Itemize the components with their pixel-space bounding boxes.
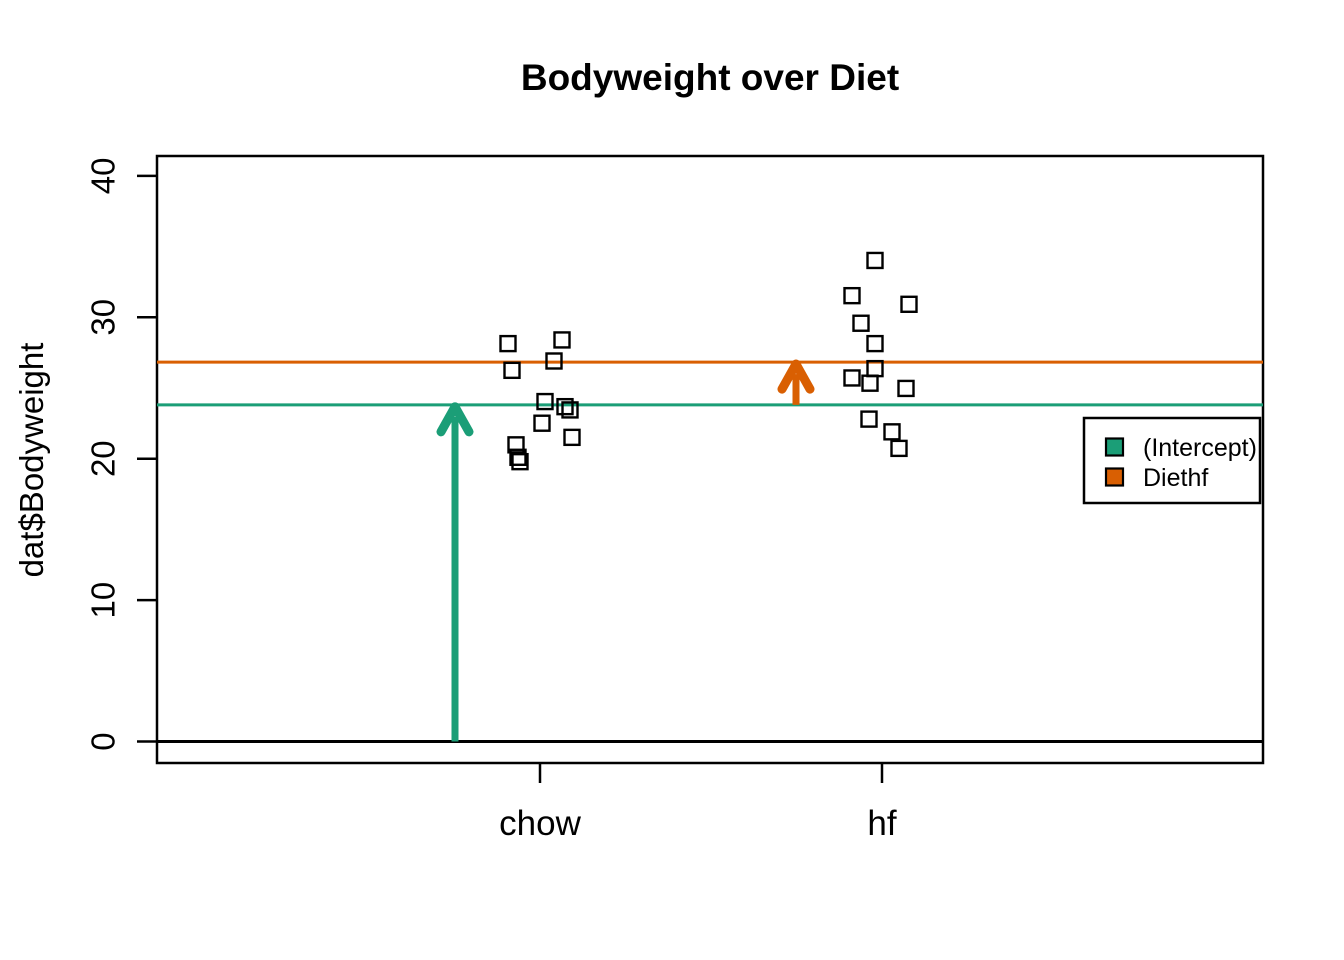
legend-label: Diethf — [1143, 464, 1208, 492]
x-tick-label: hf — [867, 804, 896, 843]
data-point — [553, 331, 571, 349]
legend: (Intercept)Diethf — [1082, 416, 1262, 505]
data-point — [843, 286, 861, 305]
legend-box — [1082, 416, 1262, 505]
data-point — [511, 452, 529, 471]
data-point — [509, 448, 527, 466]
data-point — [843, 369, 861, 387]
data-point — [561, 401, 579, 419]
data-point — [866, 251, 884, 270]
y-tick-label: 30 — [85, 299, 122, 336]
legend-label: (Intercept) — [1143, 434, 1257, 462]
diethf-arrow-head — [791, 359, 815, 394]
intercept-arrow-head — [450, 402, 474, 437]
data-point — [556, 397, 574, 416]
data-point — [507, 436, 525, 454]
data-point — [503, 361, 521, 380]
data-point — [861, 374, 879, 392]
y-tick-label: 20 — [85, 440, 122, 477]
x-tick-label: chow — [499, 804, 581, 843]
data-point — [499, 334, 517, 353]
data-point — [866, 334, 884, 353]
data-point — [563, 428, 581, 447]
data-point — [536, 392, 554, 411]
diethf-arrow — [777, 359, 815, 405]
data-point — [852, 314, 870, 332]
data-point — [860, 410, 878, 428]
data-point — [545, 352, 563, 370]
data-point — [900, 295, 918, 313]
legend-swatch — [1104, 437, 1125, 457]
y-tick-label: 10 — [85, 582, 122, 619]
y-tick-label: 40 — [85, 158, 122, 195]
data-point — [897, 379, 915, 398]
data-point — [533, 414, 551, 432]
legend-swatch — [1104, 467, 1125, 487]
chart-title: Bodyweight over Diet — [520, 57, 900, 98]
data-point — [883, 423, 901, 441]
intercept-arrow — [436, 402, 474, 742]
y-tick-label: 0 — [85, 732, 122, 750]
data-point — [890, 439, 908, 458]
